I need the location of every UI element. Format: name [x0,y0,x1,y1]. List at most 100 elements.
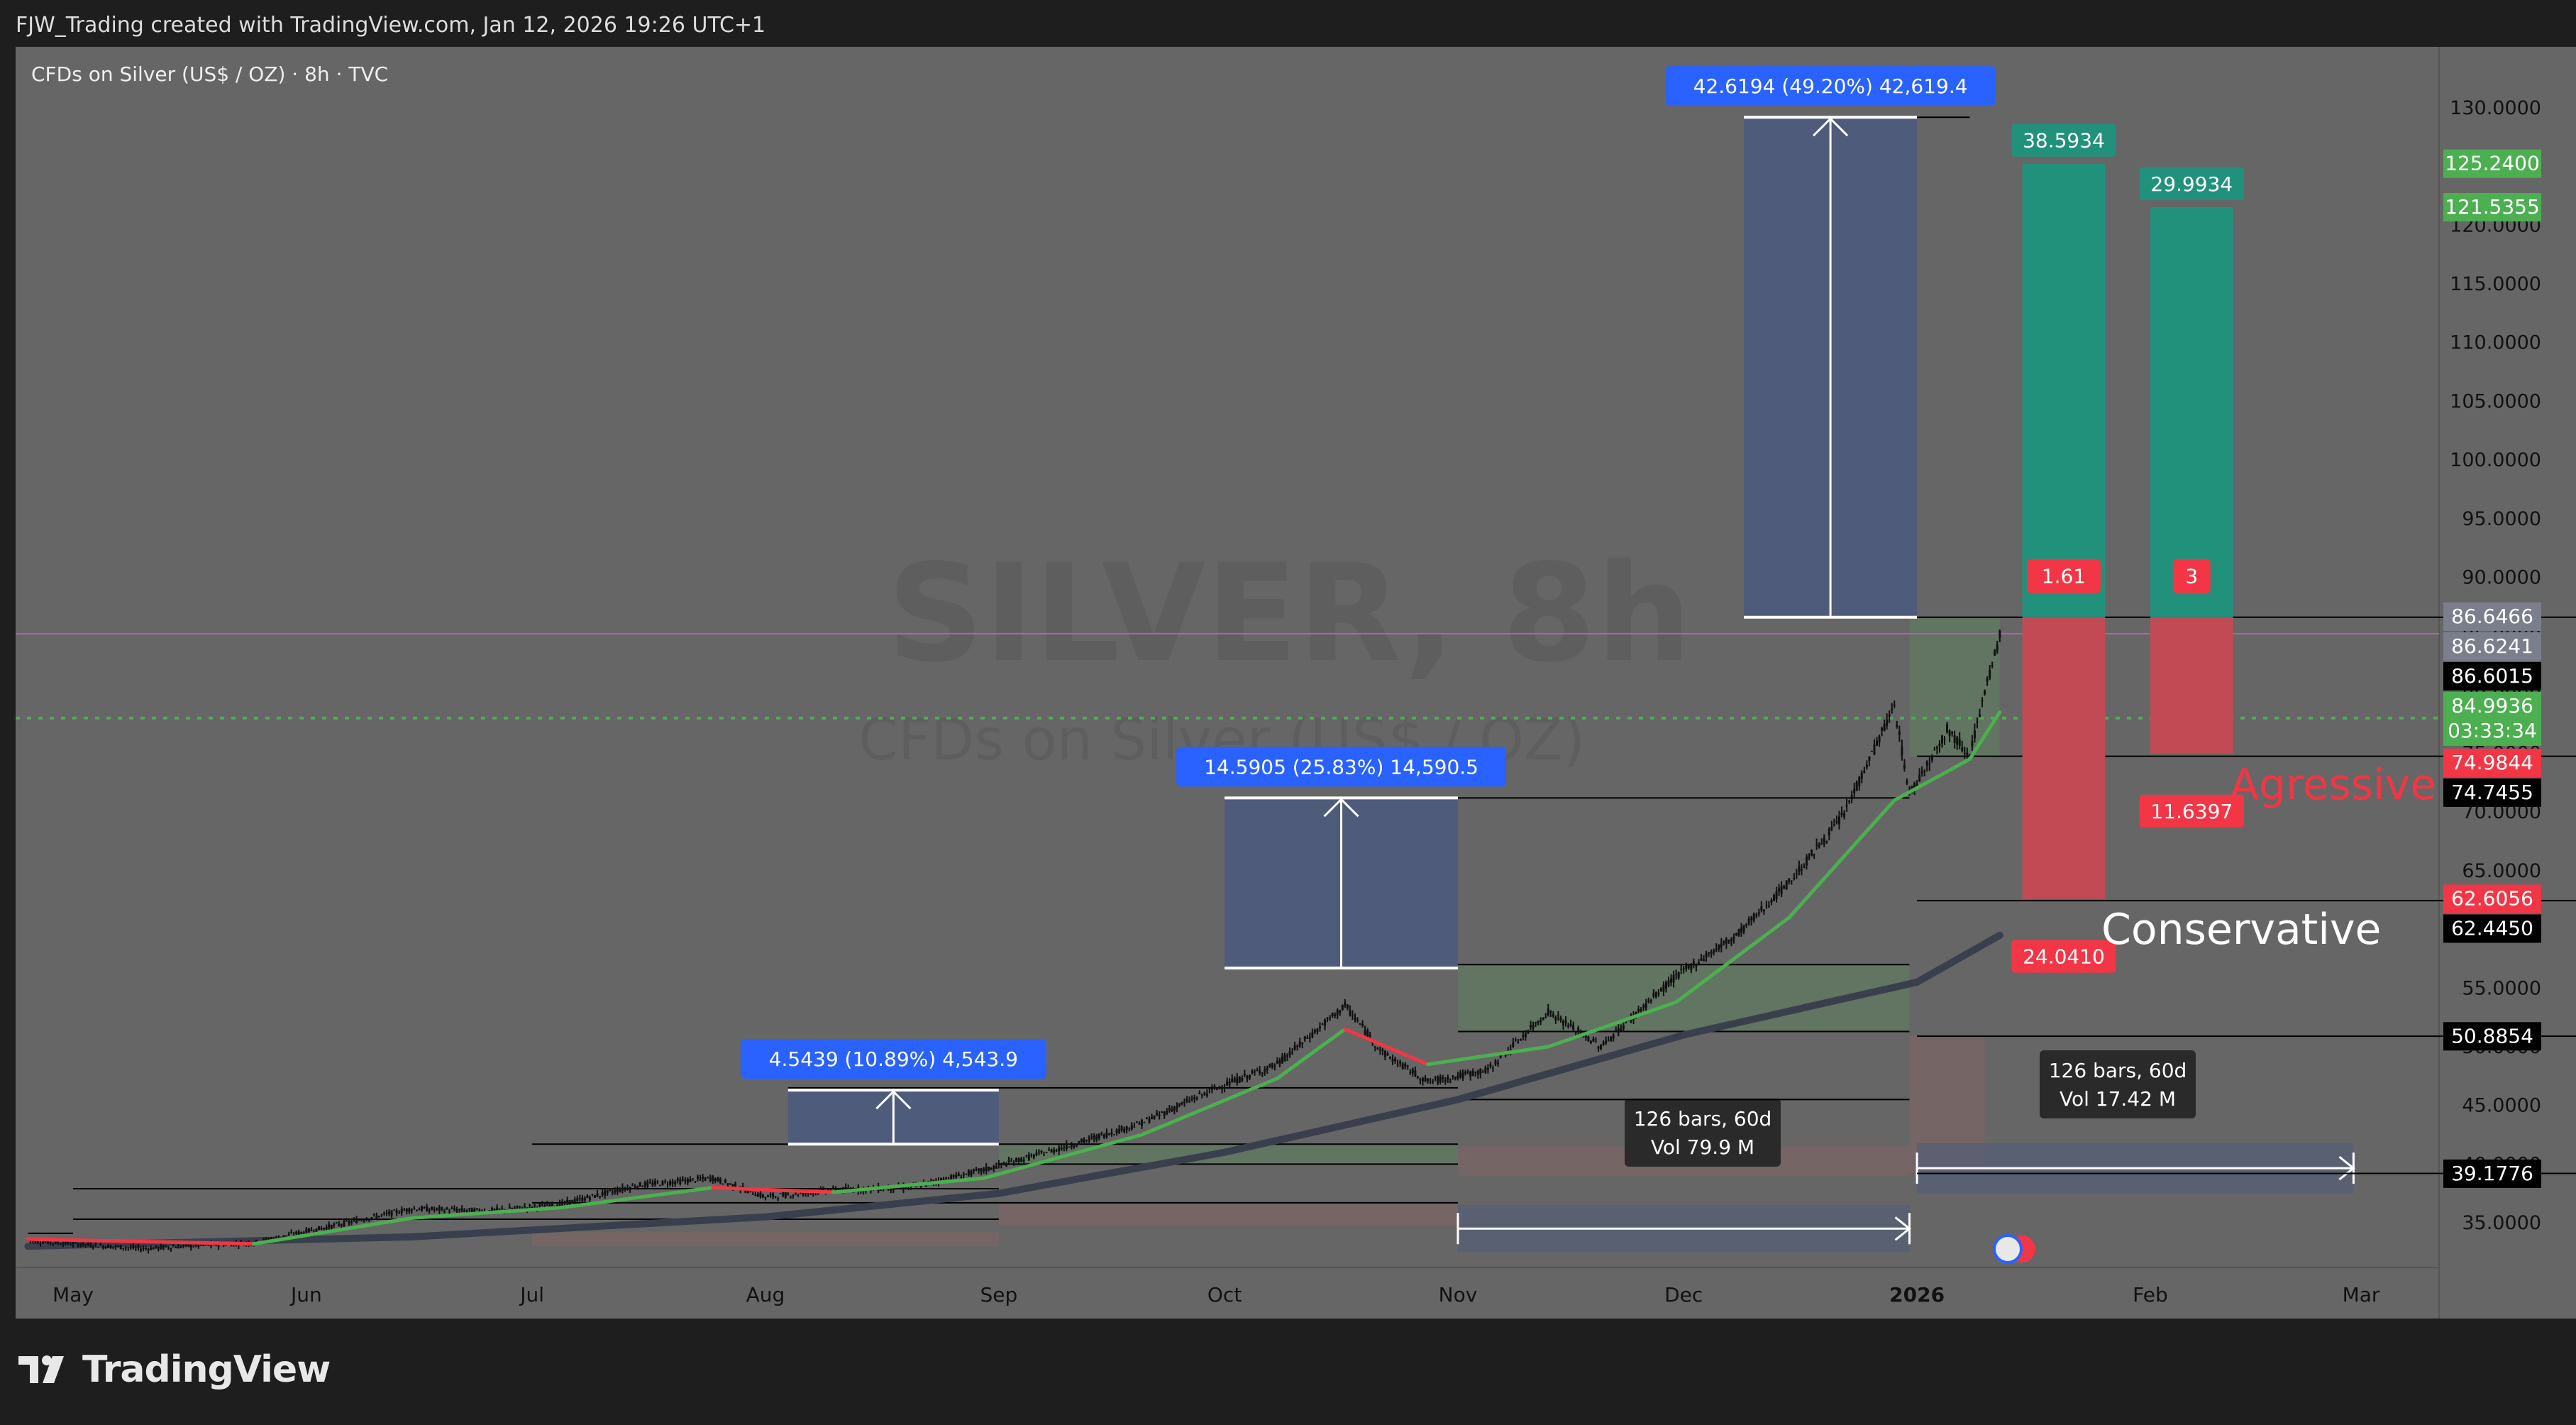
candle-body [1166,1111,1168,1114]
candle-body [1873,744,1876,755]
candle-body [1951,732,1954,734]
candle-body [1720,943,1723,948]
risk-reward-ratio: 1.61 [2042,565,2086,588]
candle-body [1228,1082,1231,1086]
candle-body [561,1201,564,1205]
candle-body [1622,1025,1625,1029]
candle-body [1213,1086,1216,1089]
candle-body [1000,1163,1002,1165]
candle-body [1574,1031,1577,1033]
candle-body [679,1179,682,1184]
candle-body [1105,1132,1108,1138]
x-tick-label: 2026 [1889,1283,1945,1306]
candle-body [217,1245,220,1247]
candle-body [1788,878,1791,882]
candle-body [408,1208,411,1212]
candle-body [1878,736,1881,743]
candle-body [1853,788,1856,793]
candle-body [305,1228,308,1234]
x-tick-label: Aug [746,1283,785,1306]
candle-body [1896,725,1898,727]
candle-body [1233,1077,1236,1083]
candle-body [1210,1088,1213,1090]
candle-body [643,1182,646,1187]
candle-body [1409,1072,1412,1073]
candle-body [1251,1070,1254,1074]
ema-fast-segment [409,1206,565,1220]
candle-body [1999,630,2001,638]
candle-body [1855,781,1858,791]
y-tick-label: 105.0000 [2450,390,2541,412]
ema-fast-segment [1967,710,2002,761]
candle-body [1815,844,1818,846]
candle-body [101,1245,104,1248]
candle-body [1833,824,1835,825]
candle-body [167,1247,170,1249]
candle-body [1657,993,1660,994]
candle-body [1484,1067,1487,1073]
candle-body [784,1192,787,1198]
candle-body [470,1208,473,1213]
candle-body [1893,704,1896,706]
y-tick-label: 115.0000 [2450,273,2541,295]
candle-body [1452,1075,1454,1077]
candle-body [1236,1077,1239,1084]
date-range-label-box [1625,1099,1781,1167]
candle-body [563,1201,566,1204]
x-tick-label: Sep [980,1283,1017,1306]
candle-body [1306,1038,1309,1039]
candle-body [1800,869,1803,871]
candle-body [1845,805,1848,807]
candle-body [508,1206,511,1209]
candle-body [997,1162,1000,1165]
y-tick-label: 130.0000 [2450,97,2541,119]
candle-body [1725,938,1728,945]
ema-fast-segment [1787,798,1896,920]
candle-body [1554,1016,1557,1020]
candle-body [1996,644,1999,651]
candle-body [1532,1025,1535,1029]
x-tick-label: Dec [1664,1283,1703,1306]
ema-fast-segment [1426,1045,1550,1067]
price-axis-label-text: 125.2400 [2445,152,2540,175]
candle-body [1989,670,1991,678]
stop-zone [2150,617,2233,754]
candle-body [175,1247,177,1248]
candle-body [1848,801,1851,803]
candle-body [1324,1020,1327,1026]
candle-body [1552,1014,1554,1017]
tradingview-logo[interactable]: TradingView [18,1348,331,1391]
candle-body [978,1168,980,1171]
candle-body [431,1206,433,1210]
ema-fast-segment [560,1185,715,1210]
stop-zone [2022,617,2106,899]
candle-body [89,1243,92,1247]
candle-body [1268,1064,1271,1067]
candle-body [297,1231,300,1235]
price-axis-label-text: 74.7455 [2451,781,2533,804]
candle-body [1888,714,1891,717]
candle-body [1022,1160,1025,1162]
candle-body [455,1209,458,1212]
candle-body [744,1189,747,1193]
candle-body [446,1207,448,1210]
candle-body [626,1187,629,1190]
candle-body [746,1189,749,1194]
candle-body [1635,1012,1637,1016]
candle-body [1677,972,1680,979]
candle-body [162,1245,165,1249]
candle-body [1953,735,1956,744]
candle-body [1100,1133,1103,1135]
ema-fast-segment [26,1237,256,1246]
candle-body [380,1214,383,1216]
candle-body [1860,772,1863,779]
candle-body [1120,1126,1123,1130]
candle-body [1547,1008,1549,1016]
ema-fast-segment [1674,915,1791,1004]
candle-body [573,1199,576,1203]
candle-body [87,1243,89,1245]
candle-body [531,1206,534,1209]
candle-body [62,1243,65,1245]
candle-body [621,1187,624,1191]
